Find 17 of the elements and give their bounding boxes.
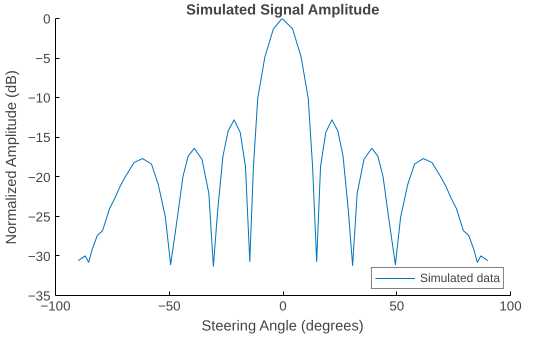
y-tick-label: −5 (35, 51, 51, 66)
y-tick-label: −30 (28, 248, 50, 264)
chart-title: Simulated Signal Amplitude (186, 2, 380, 18)
y-tick-label: −20 (28, 170, 50, 185)
x-tick-label: 50 (389, 298, 404, 314)
y-axis-title: Normalized Amplitude (dB) (4, 70, 20, 245)
x-axis-title: Steering Angle (degrees) (202, 318, 364, 334)
y-tick-label: −10 (28, 90, 50, 106)
x-tick-label: 0 (279, 298, 287, 314)
legend-label: Simulated data (420, 271, 500, 285)
line-series (78, 18, 488, 267)
x-tick-label: −50 (158, 298, 181, 314)
x-tick-label: 100 (499, 298, 522, 314)
y-tick-label: 0 (43, 12, 51, 26)
y-tick-label: −15 (28, 130, 50, 146)
y-tick-label: −35 (28, 288, 50, 304)
y-tick-label: −25 (28, 209, 50, 224)
